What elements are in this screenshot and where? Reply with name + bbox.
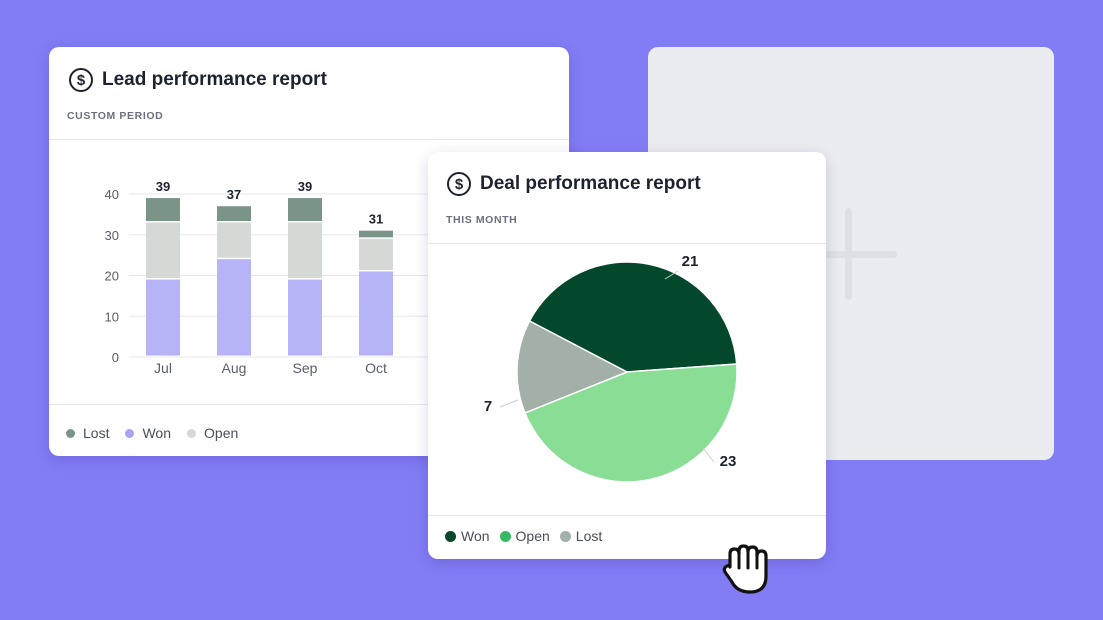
- legend-item-lost: Lost: [66, 425, 109, 441]
- dollar-circle-icon: $: [69, 68, 93, 92]
- x-tick-label: Jul: [154, 360, 172, 376]
- lead-report-title: Lead performance report: [102, 69, 327, 90]
- bar-total-label: 37: [227, 187, 241, 202]
- bar-segment-open: [288, 222, 322, 279]
- pie-value-label: 21: [682, 253, 699, 270]
- pie-slice-lost: [516, 319, 629, 414]
- legend-swatch: [125, 428, 135, 438]
- deal-report-period: THIS MONTH: [446, 214, 518, 226]
- bar-total-label: 39: [156, 179, 170, 194]
- legend-label: Won: [142, 425, 172, 441]
- plus-icon: [766, 251, 897, 258]
- bar-segment-open: [359, 238, 393, 270]
- bar-total-label: 39: [298, 179, 312, 194]
- legend-label: Lost: [575, 528, 603, 544]
- legend-item-won: Won: [125, 425, 171, 441]
- legend-label: Open: [204, 425, 239, 441]
- x-tick-label: Aug: [222, 360, 247, 376]
- bar-segment-open: [146, 222, 180, 279]
- y-tick-label: 30: [105, 228, 119, 243]
- legend-label: Lost: [83, 425, 110, 441]
- pie-label-leader: [702, 447, 715, 463]
- deal-performance-card[interactable]: $ Deal performance report THIS MONTH 21 2…: [428, 152, 826, 559]
- bar-segment-won: [288, 279, 322, 356]
- lead-legend: Lost Won Open: [66, 425, 254, 441]
- bar-segment-open: [217, 222, 251, 258]
- deal-header-divider: [428, 243, 826, 244]
- legend-swatch: [445, 530, 456, 542]
- bar-segment-lost: [217, 206, 251, 222]
- y-tick-label: 0: [112, 350, 119, 365]
- x-tick-label: Sep: [293, 360, 318, 376]
- deal-report-title-row: $ Deal performance report: [447, 172, 701, 196]
- legend-swatch: [499, 530, 511, 542]
- grab-hand-icon: [722, 544, 768, 594]
- bar-segment-won: [217, 259, 251, 356]
- lead-header-divider: [49, 139, 569, 140]
- bar-total-label: 31: [369, 212, 383, 227]
- bar-segment-won: [359, 271, 393, 356]
- legend-item-open: Open: [499, 528, 550, 544]
- legend-label: Won: [461, 528, 490, 544]
- legend-swatch: [66, 428, 75, 438]
- deal-legend: Won Open Lost: [445, 528, 618, 544]
- lead-footer-divider: [49, 404, 569, 405]
- bar-segment-lost: [359, 230, 393, 238]
- legend-swatch: [187, 428, 197, 438]
- lead-report-period: CUSTOM PERIOD: [67, 110, 164, 122]
- legend-item-won: Won: [445, 528, 490, 544]
- bar-segment-lost: [288, 198, 322, 222]
- plus-icon-vertical: [845, 208, 852, 300]
- legend-item-open: Open: [187, 425, 238, 441]
- legend-item-lost: Lost: [559, 528, 603, 544]
- legend-swatch: [559, 530, 571, 542]
- pie-slice-won: [528, 261, 738, 373]
- y-tick-label: 40: [105, 187, 119, 202]
- pie-label-leader: [499, 399, 519, 408]
- pie-value-label: 23: [720, 453, 737, 470]
- pie-label-leader: [664, 270, 679, 280]
- pie-slice-open: [523, 363, 738, 483]
- x-tick-label: Oct: [365, 360, 387, 376]
- legend-label: Open: [515, 528, 550, 544]
- deal-footer-divider: [428, 515, 826, 516]
- lead-report-title-row: $ Lead performance report: [69, 68, 327, 92]
- deal-pie-chart: 21 23 7: [484, 253, 738, 483]
- pie-value-label: 7: [484, 398, 492, 415]
- bar-segment-won: [146, 279, 180, 356]
- deal-report-title: Deal performance report: [480, 173, 701, 194]
- y-tick-label: 20: [105, 269, 119, 284]
- y-tick-label: 10: [105, 309, 119, 324]
- bar-segment-lost: [146, 198, 180, 222]
- dollar-circle-icon: $: [447, 172, 471, 196]
